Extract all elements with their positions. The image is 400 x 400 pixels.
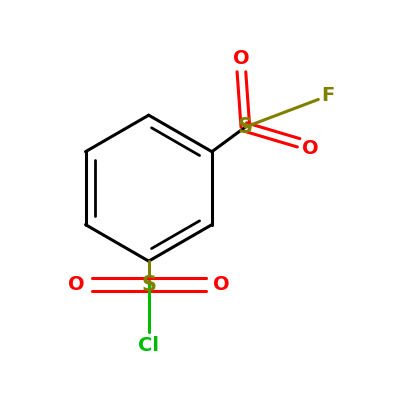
Text: F: F	[322, 86, 335, 105]
Text: O: O	[233, 48, 250, 68]
Text: O: O	[212, 275, 229, 294]
Text: Cl: Cl	[138, 336, 159, 356]
Text: O: O	[302, 139, 319, 158]
Text: S: S	[238, 117, 253, 137]
Text: O: O	[68, 275, 85, 294]
Text: S: S	[141, 275, 156, 295]
